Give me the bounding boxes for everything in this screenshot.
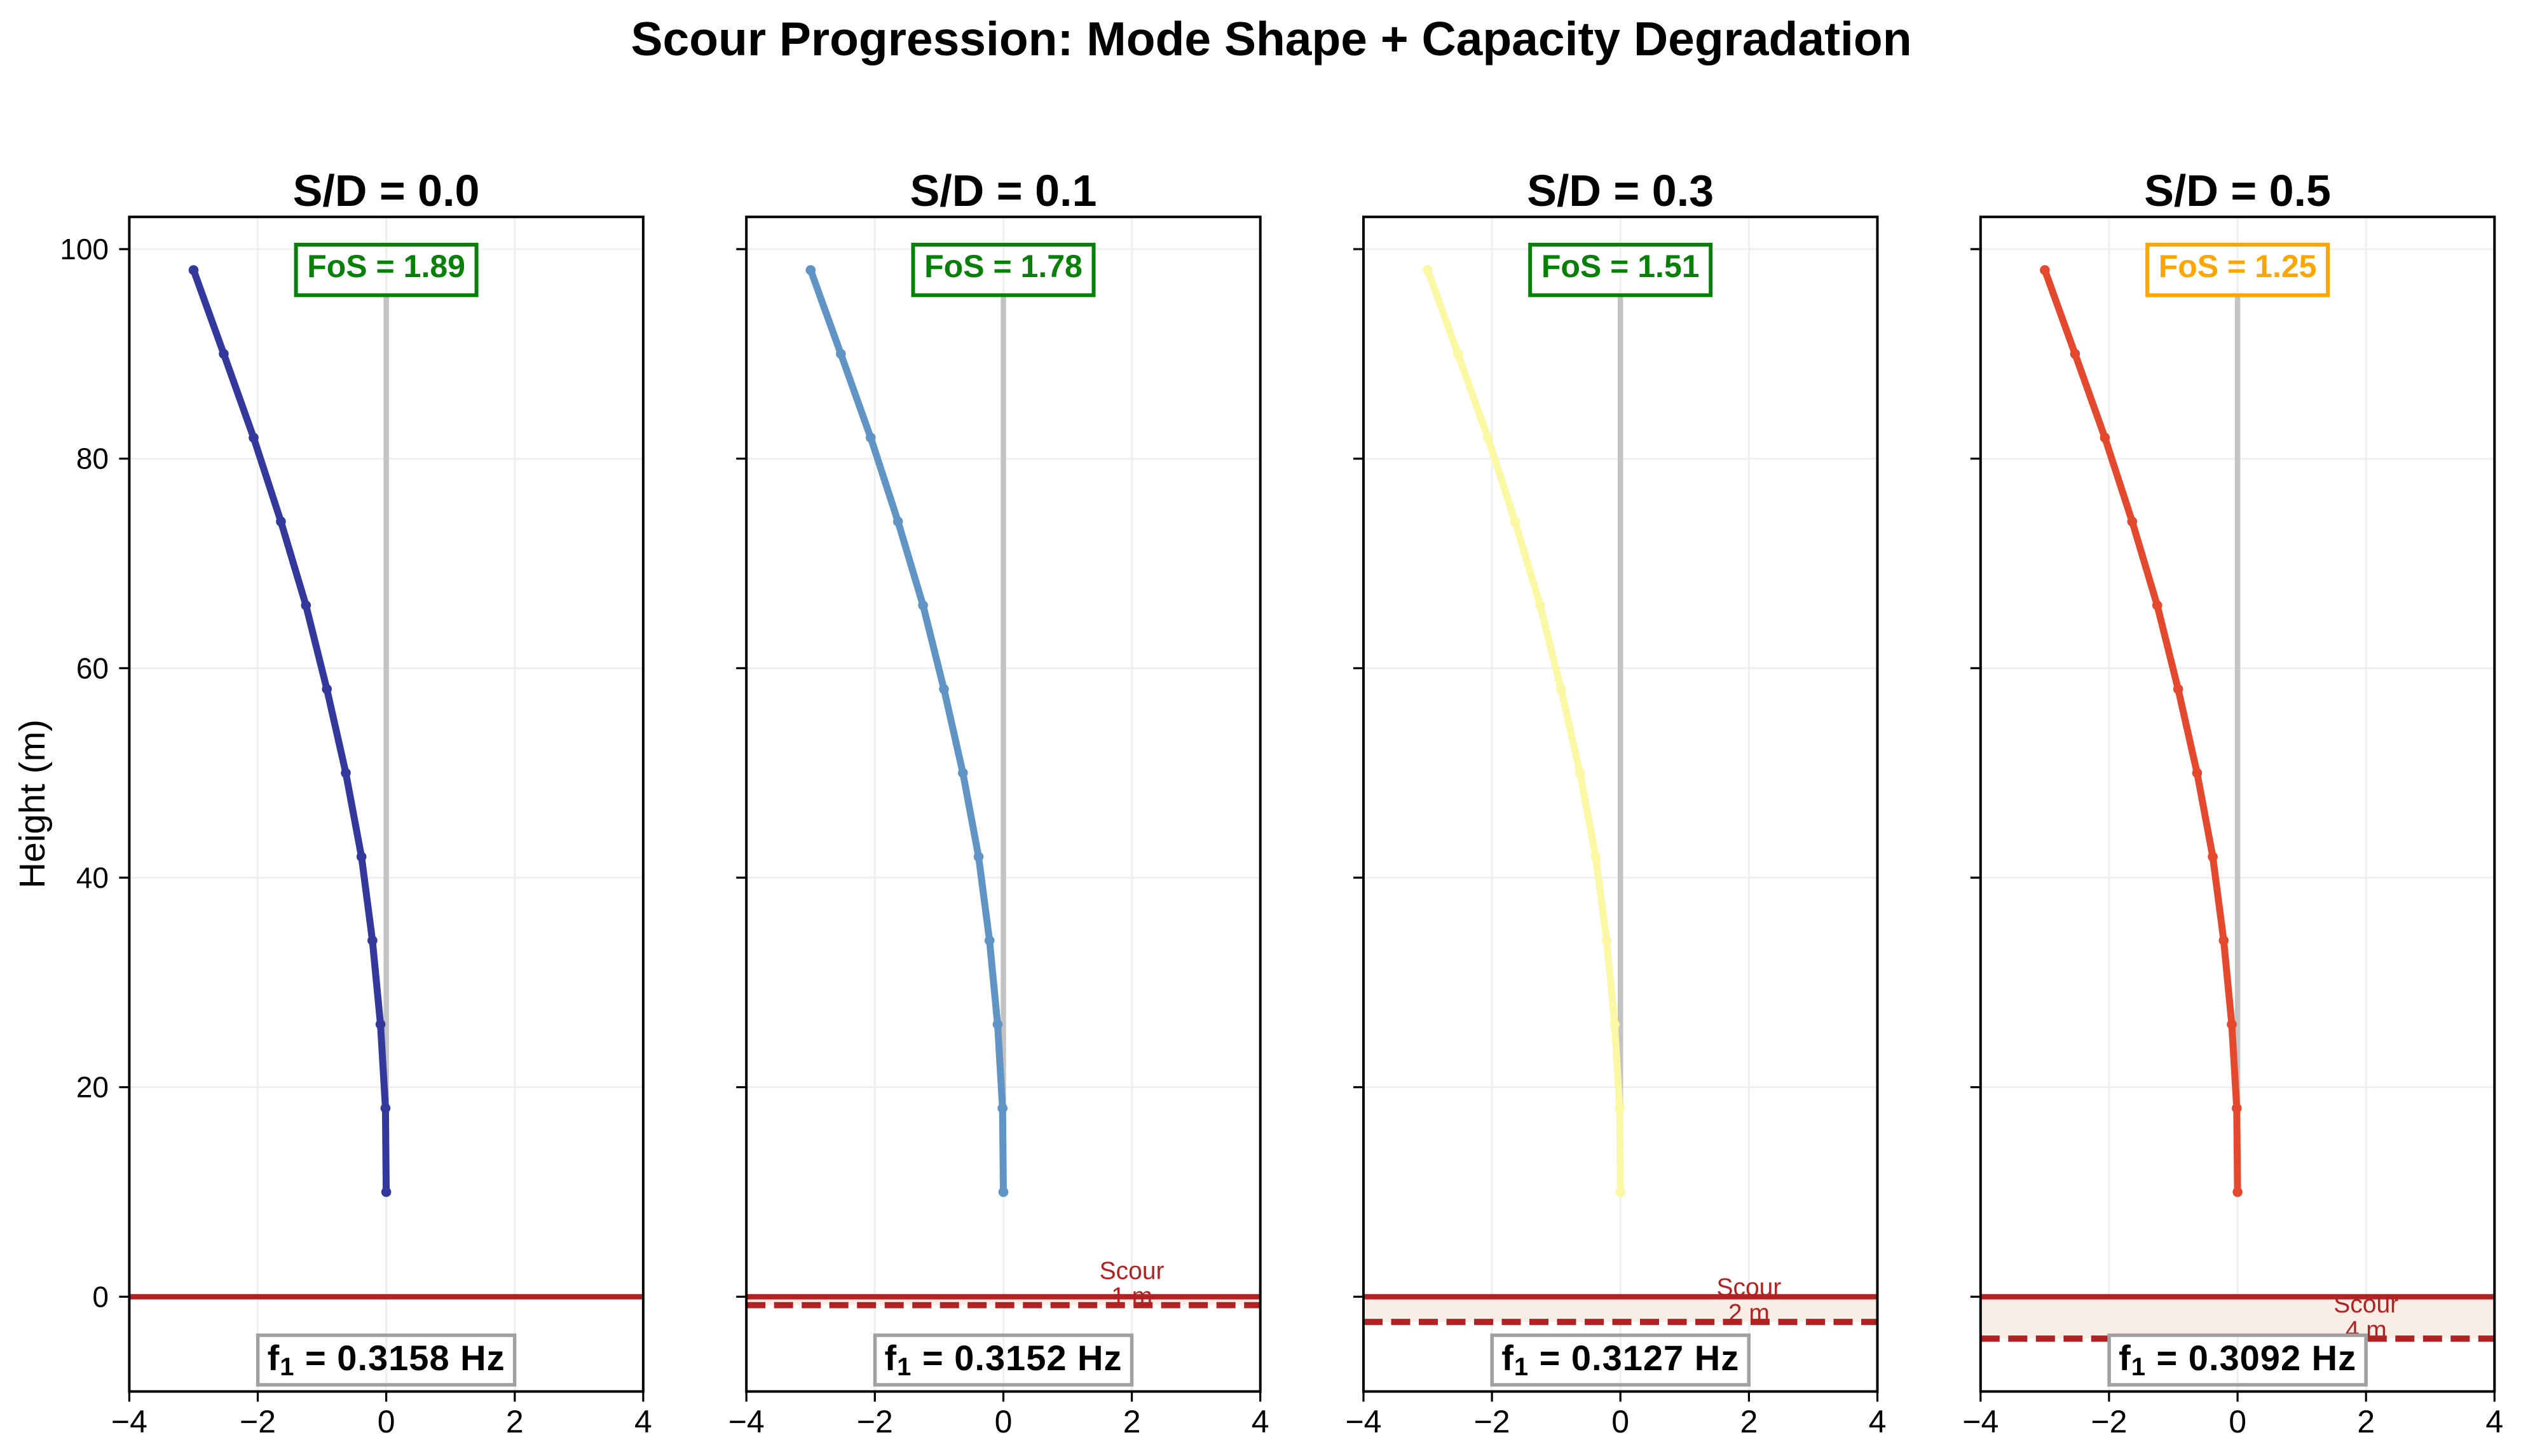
svg-text:Scour: Scour: [1100, 1257, 1165, 1284]
svg-text:−2: −2: [2091, 1404, 2127, 1439]
svg-text:0: 0: [2229, 1404, 2246, 1439]
svg-text:0: 0: [92, 1280, 109, 1313]
svg-text:FoS = 1.89: FoS = 1.89: [307, 248, 465, 284]
svg-text:20: 20: [76, 1071, 109, 1104]
svg-text:S/D = 0.0: S/D = 0.0: [293, 166, 480, 215]
svg-text:S/D = 0.5: S/D = 0.5: [2144, 166, 2331, 215]
svg-text:−2: −2: [1474, 1404, 1510, 1439]
svg-text:100: 100: [60, 233, 109, 266]
svg-text:Height (m): Height (m): [12, 719, 53, 888]
svg-text:0: 0: [1611, 1404, 1629, 1439]
svg-text:−2: −2: [857, 1404, 893, 1439]
svg-text:0: 0: [378, 1404, 395, 1439]
svg-text:−4: −4: [1962, 1404, 1998, 1439]
svg-text:FoS = 1.25: FoS = 1.25: [2159, 248, 2317, 284]
svg-text:4: 4: [1869, 1404, 1887, 1439]
svg-text:f1 = 0.3127 Hz: f1 = 0.3127 Hz: [1501, 1338, 1739, 1381]
svg-text:0: 0: [995, 1404, 1013, 1439]
svg-text:−4: −4: [728, 1404, 765, 1439]
svg-text:−4: −4: [1345, 1404, 1381, 1439]
svg-text:2: 2: [1123, 1404, 1141, 1439]
svg-text:−4: −4: [111, 1404, 147, 1439]
svg-text:4: 4: [1252, 1404, 1269, 1439]
svg-text:40: 40: [76, 861, 109, 894]
svg-text:f1 = 0.3158 Hz: f1 = 0.3158 Hz: [268, 1338, 505, 1381]
svg-text:2: 2: [506, 1404, 524, 1439]
svg-text:60: 60: [76, 651, 109, 684]
svg-text:2: 2: [2357, 1404, 2375, 1439]
svg-text:FoS = 1.78: FoS = 1.78: [924, 248, 1083, 284]
svg-text:Scour Progression: Mode Shape: Scour Progression: Mode Shape + Capacity…: [631, 12, 1911, 65]
svg-text:f1 = 0.3152 Hz: f1 = 0.3152 Hz: [884, 1338, 1122, 1381]
svg-text:−2: −2: [240, 1404, 276, 1439]
svg-text:S/D = 0.3: S/D = 0.3: [1527, 166, 1714, 215]
svg-text:80: 80: [76, 442, 109, 475]
svg-text:4: 4: [634, 1404, 652, 1439]
svg-text:4: 4: [2485, 1404, 2503, 1439]
svg-text:2: 2: [1740, 1404, 1758, 1439]
svg-text:S/D = 0.1: S/D = 0.1: [910, 166, 1097, 215]
svg-text:f1 = 0.3092 Hz: f1 = 0.3092 Hz: [2119, 1338, 2356, 1381]
svg-text:FoS = 1.51: FoS = 1.51: [1541, 248, 1700, 284]
